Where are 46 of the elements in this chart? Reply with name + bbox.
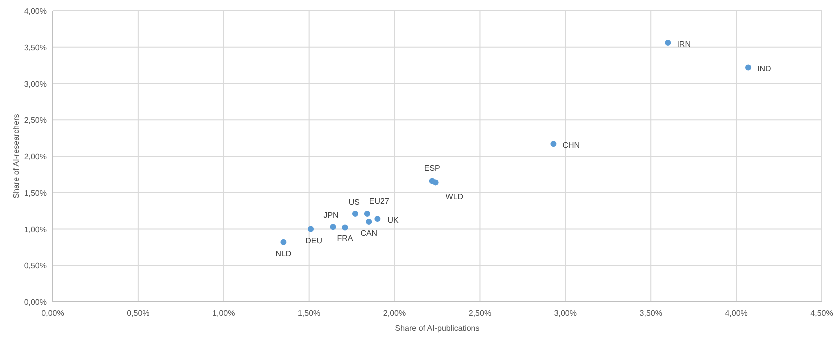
point — [366, 218, 372, 225]
y-tick-label: 0,50% — [24, 262, 47, 271]
point — [432, 180, 439, 186]
y-tick-label: 1,00% — [24, 225, 47, 234]
x-tick-label: 2,00% — [383, 309, 406, 318]
y-tick-label: 2,00% — [24, 152, 47, 162]
x-tick-label: 3,00% — [554, 309, 578, 318]
annotation: DEU — [306, 236, 323, 246]
annotation: JPN — [324, 211, 340, 220]
x-tick-label: 3,50% — [640, 309, 662, 318]
x-axis-title: Share of AI-publications — [395, 324, 480, 333]
annotation: UK — [388, 216, 400, 226]
point — [342, 224, 348, 231]
annotation: NLD — [276, 249, 292, 258]
point — [550, 141, 557, 148]
y-tick-label: 1,50% — [24, 188, 47, 198]
annotation: ESP — [424, 164, 440, 174]
annotation: IND — [758, 64, 772, 74]
annotation: EU27 — [369, 196, 390, 206]
y-axis-title: Share of AI-researchers — [12, 114, 21, 199]
point — [665, 40, 672, 46]
annotation: CAN — [360, 228, 378, 238]
y-tick-label: 0,00% — [24, 298, 47, 307]
point — [352, 210, 358, 217]
point — [364, 210, 370, 217]
point — [374, 216, 381, 222]
x-tick-label: 0,00% — [42, 309, 64, 318]
x-tick-label: 0,50% — [127, 309, 150, 318]
x-tick-label: 1,50% — [298, 309, 321, 318]
annotation: US — [348, 198, 360, 207]
x-tick-label: 1,00% — [212, 309, 236, 318]
annotation: IRN — [677, 40, 692, 50]
annotation: WLD — [446, 192, 464, 202]
x-tick-label: 2,50% — [468, 309, 492, 318]
y-tick-label: 4,00% — [24, 7, 47, 16]
x-tick-label: 4,00% — [725, 309, 748, 318]
point — [330, 224, 336, 230]
y-tick-label: 3,00% — [24, 80, 47, 89]
annotation: FRA — [337, 234, 354, 243]
y-tick-label: 2,50% — [24, 116, 47, 126]
y-tick-label: 3,50% — [24, 43, 47, 52]
point — [280, 239, 287, 246]
annotation: CHN — [562, 141, 580, 150]
x-tick-label: 4,50% — [810, 309, 834, 318]
point — [308, 226, 314, 232]
point — [746, 64, 752, 71]
